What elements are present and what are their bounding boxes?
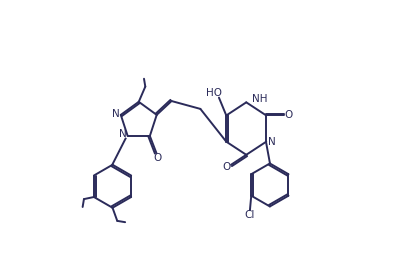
Text: O: O <box>153 153 161 163</box>
Text: O: O <box>222 162 230 172</box>
Text: O: O <box>284 111 292 121</box>
Text: N: N <box>267 137 275 147</box>
Text: Cl: Cl <box>244 210 254 220</box>
Text: N: N <box>119 129 126 139</box>
Text: N: N <box>111 109 119 119</box>
Text: HO: HO <box>205 88 221 98</box>
Text: NH: NH <box>252 94 267 104</box>
